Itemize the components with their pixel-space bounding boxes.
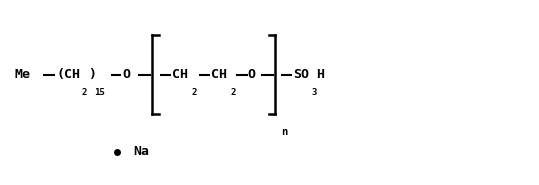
Text: Me: Me (15, 68, 31, 81)
Text: CH: CH (211, 68, 227, 81)
Text: ): ) (88, 68, 96, 81)
Text: Na: Na (134, 145, 149, 158)
Text: n: n (281, 127, 287, 137)
Text: H: H (316, 68, 324, 81)
Text: (CH: (CH (56, 68, 80, 81)
Text: 2: 2 (230, 88, 236, 97)
Text: 3: 3 (311, 88, 316, 97)
Text: SO: SO (293, 68, 309, 81)
Text: CH: CH (172, 68, 189, 81)
Text: 15: 15 (94, 88, 105, 97)
Text: O: O (122, 68, 130, 81)
Text: 2: 2 (192, 88, 197, 97)
Text: 2: 2 (82, 88, 87, 97)
Text: O: O (247, 68, 255, 81)
